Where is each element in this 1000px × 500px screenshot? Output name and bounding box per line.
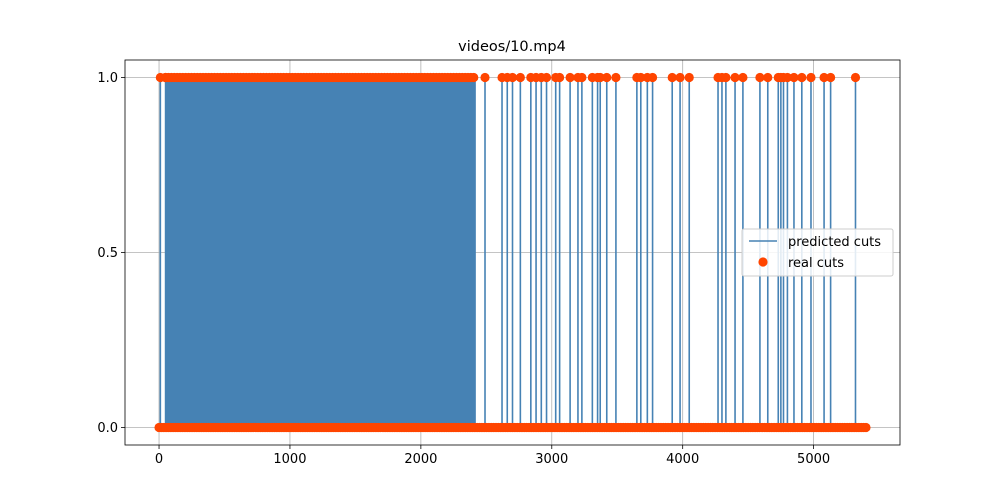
- real-cut-point: [684, 72, 694, 83]
- real-cut-point: [819, 72, 829, 83]
- real-cut-point: [647, 72, 658, 83]
- real-cut-point: [667, 72, 677, 83]
- legend-box: [741, 228, 894, 277]
- real-cut-point: [577, 72, 587, 83]
- real-cuts-series: [154, 72, 871, 433]
- predicted-cuts-dense-block: [165, 77, 476, 428]
- real-cut-point: [565, 72, 575, 83]
- y-tick-label: 1.0: [97, 71, 118, 86]
- real-cut-point: [507, 72, 518, 83]
- real-cut-point: [541, 72, 552, 83]
- real-cut-point: [738, 72, 748, 83]
- real-cut-point: [602, 72, 612, 83]
- x-tick-label: 4000: [666, 452, 699, 467]
- y-tick-label: 0.5: [97, 246, 118, 261]
- real-cut-point: [480, 72, 490, 83]
- x-tick-label: 0: [155, 452, 163, 467]
- real-cut-point: [555, 72, 565, 83]
- real-cut-point: [850, 72, 861, 83]
- real-cut-point: [763, 72, 773, 83]
- x-tick-label: 5000: [797, 452, 830, 467]
- x-tick-label: 1000: [273, 452, 306, 467]
- real-cut-point: [730, 72, 740, 83]
- real-cut-point: [826, 72, 836, 83]
- real-cut-zero-point: [861, 422, 871, 433]
- real-cut-point: [611, 72, 621, 83]
- real-cut-point: [782, 72, 793, 83]
- predicted-cuts-series: [159, 77, 866, 429]
- y-tick-label: 0.0: [97, 421, 118, 436]
- real-cut-point: [755, 72, 765, 83]
- real-cut-point: [595, 72, 605, 83]
- real-cut-point: [797, 72, 807, 83]
- real-cut-point: [721, 72, 731, 83]
- real-cut-point: [469, 72, 479, 83]
- real-cut-point: [789, 72, 799, 83]
- legend: predicted cuts real cuts: [741, 228, 894, 277]
- real-cut-point: [515, 72, 525, 83]
- x-tick-label: 3000: [535, 452, 568, 467]
- legend-label-real: real cuts: [788, 256, 844, 271]
- chart-title: videos/10.mp4: [458, 39, 566, 55]
- real-cut-point: [636, 72, 646, 83]
- axis-ticks: 0 1000 2000 3000 4000 5000 0.0 0.5 1.0: [97, 71, 830, 467]
- real-cut-point: [160, 72, 171, 83]
- real-cut-point: [675, 72, 685, 83]
- x-tick-label: 2000: [404, 452, 437, 467]
- real-cut-point: [806, 72, 816, 83]
- legend-label-predicted: predicted cuts: [788, 235, 881, 250]
- legend-dot-marker: [758, 257, 768, 267]
